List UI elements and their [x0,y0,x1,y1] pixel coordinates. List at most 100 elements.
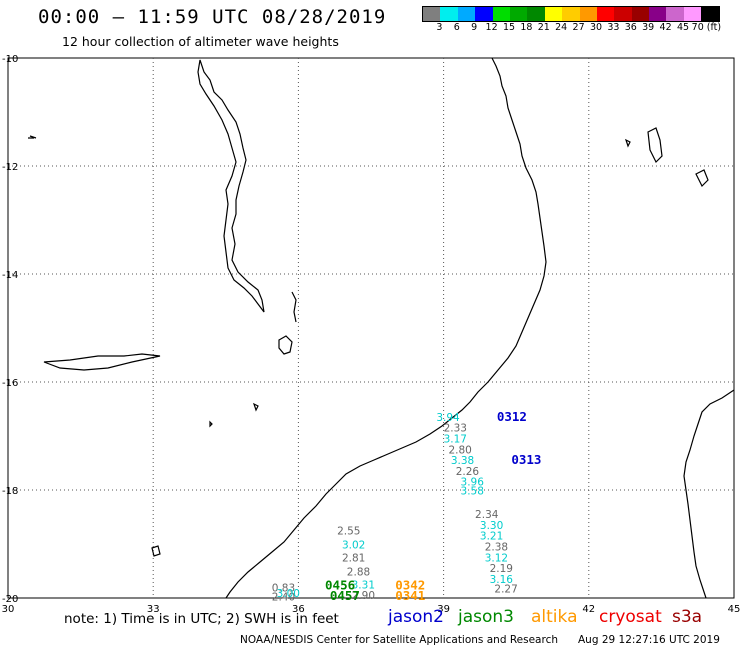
colorbar-tick-label: 18 [520,22,533,33]
longitude-tick-label: 33 [147,604,160,615]
colorbar-swatch [457,7,476,21]
latitude-tick-label: -10 [2,54,18,65]
small-island-2 [209,420,213,428]
colorbar-swatch [701,7,719,21]
colorbar-tick-label: 70 (ft) [691,22,722,33]
wave-height-label: 2.19 [490,563,513,575]
wave-height-label: 0.83 [272,583,295,595]
wave-height-label: 3.96 [461,477,485,489]
colorbar-swatch [527,7,545,21]
colorbar-swatch [475,7,493,21]
legend-altika: altika [531,607,578,627]
axis-labels: 30 33 36 39 42 45 -10 -12 -14 -16 -18 -20 [2,54,740,615]
latitude-tick-label: -18 [2,486,18,497]
comoros-anjouan [695,169,709,188]
colorbar-swatch [509,7,528,21]
lake-malawi-outline [197,59,265,313]
colorbar-tick-label: 12 [485,22,498,33]
wave-height-label: 2.33 [444,423,467,435]
longitude-tick-label: 39 [437,604,450,615]
colorbar-tick-label: 30 [589,22,603,33]
legend-s3a: s3a [672,607,703,627]
pass-time-label: 0342 [395,577,425,592]
colorbar-tick-label: 36 [624,22,637,33]
latitude-tick-label: -20 [2,594,18,605]
comoros-moheli [624,138,631,148]
wave-height-label: 3.31 [352,579,375,591]
latitude-tick-label: -14 [2,270,18,281]
madagascar-coastline [683,389,735,599]
wave-height-label: 2.34 [475,509,499,521]
pass-time-label: 0312 [497,409,527,424]
longitude-tick-label: 45 [728,604,740,615]
wave-height-label: 3.12 [485,552,508,564]
wave-height-label: 3.30 [480,520,503,532]
wave-height-label: 3.58 [461,485,484,497]
footer-credit: NOAA/NESDIS Center for Satellite Applica… [240,634,558,646]
colorbar-tick-label: 33 [607,22,620,33]
colorbar-labels: 3 6 9 12 15 18 21 24 27 30 33 36 39 42 45 70 (ft) [422,22,734,34]
colorbar-swatch [631,7,650,21]
observation-labels: 3.942.333.172.803.382.263.963.58 2.343.30… [272,409,542,604]
wave-height-label: 2.27 [494,584,517,596]
colorbar-swatch [666,7,684,21]
colorbar-swatch [683,7,702,21]
footer-timestamp: Aug 29 12:27:16 UTC 2019 [578,634,720,646]
longitude-tick-label: 36 [292,604,305,615]
colorbar-tick-label: 45 [676,22,690,33]
colorbar-tick-label: 6 [453,22,460,33]
small-island-1 [252,402,259,412]
wave-height-label: 2.81 [342,552,365,564]
pass-time-label: 0341 [395,588,425,603]
units-note: note: 1) Time is in UTC; 2) SWH is in fe… [64,611,339,627]
colorbar-swatch [544,7,563,21]
legend-jason2: jason2 [388,607,444,627]
colorbar-tick-label: 39 [642,22,655,33]
colorbar-swatch [440,7,458,21]
latitude-tick-label: -16 [2,378,18,389]
longitude-tick-label: 42 [582,604,595,615]
wave-height-label: 2.55 [337,525,360,537]
colorbar-swatch [492,7,510,21]
map-title: 00:00 – 11:59 UTC 08/28/2019 [38,6,387,28]
colorbar-tick-label: 42 [659,22,672,33]
lake-malombe-outline [278,335,293,355]
colorbar-tick-label: 15 [502,22,516,33]
pass-time-label: 0457 [330,588,360,603]
wave-height-label: 2.88 [347,566,370,578]
colorbar-swatch [596,7,615,21]
wave-height-label: 3.02 [342,539,365,551]
colorbar-swatch [423,7,441,21]
wave-height-label: 3.17 [444,433,467,445]
latitude-tick-label: -12 [2,162,18,173]
coastlines [28,57,735,599]
map-subtitle: 12 hour collection of altimeter wave hei… [62,34,339,49]
colorbar-tick-label: 24 [555,22,568,33]
wave-height-colorbar [422,6,720,22]
pass-time-label: 0313 [511,452,541,467]
wave-height-label: 3.21 [480,531,503,543]
lake-chilwa-outline [151,545,161,557]
legend-jason3: jason3 [458,607,514,627]
colorbar-swatch [649,7,667,21]
wave-height-label: 2.38 [485,541,508,553]
wave-height-label: 3.94 [436,412,460,424]
comoros-grande-comore [647,127,663,164]
colorbar-tick-label: 3 [436,22,443,33]
wave-height-label: 2.40 [272,592,295,604]
legend-cryosat: cryosat [599,607,662,627]
colorbar-swatch [562,7,580,21]
wave-height-label: 3.38 [451,455,474,467]
wave-height-label: 2.90 [352,590,375,602]
wave-height-label: 2.80 [448,444,471,456]
wave-height-label: 3.16 [490,574,514,586]
pass-time-label: 0456 [325,577,355,592]
colorbar-swatch [579,7,597,21]
wave-height-label: 3.00 [277,588,300,600]
small-island-3 [28,135,37,139]
wave-height-label: 2.26 [456,466,480,478]
graticule [8,58,734,598]
colorbar-swatch [614,7,632,21]
colorbar-tick-label: 9 [471,22,478,33]
